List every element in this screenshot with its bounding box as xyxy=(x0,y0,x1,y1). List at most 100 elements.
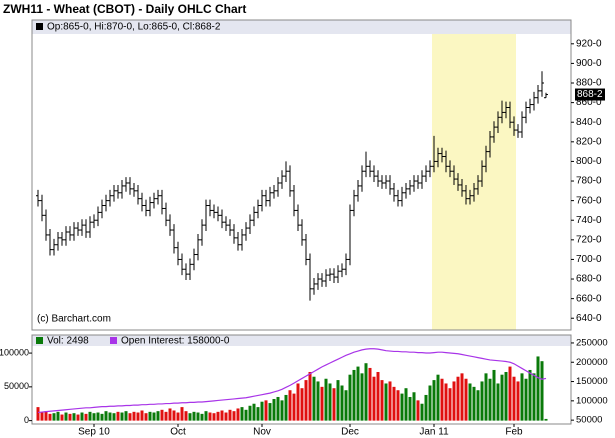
volume-bar xyxy=(156,411,160,421)
volume-bar xyxy=(508,366,512,421)
volume-bar xyxy=(268,403,272,421)
volume-bar xyxy=(260,401,264,421)
volume-bar xyxy=(308,371,312,421)
volume-bar xyxy=(180,407,184,421)
volume-bar xyxy=(124,411,128,421)
volume-bar xyxy=(368,367,372,421)
volume-bar xyxy=(172,410,176,421)
volume-bar xyxy=(532,373,536,421)
volume-bar xyxy=(40,412,44,421)
volume-bar xyxy=(484,373,488,421)
last-price-label: 868-2 xyxy=(577,89,603,100)
volume-bar xyxy=(352,369,356,421)
volume-bar xyxy=(116,411,120,421)
volume-bar xyxy=(168,408,172,421)
volume-bar xyxy=(288,390,292,421)
volume-bar xyxy=(248,405,252,421)
volume-bar xyxy=(540,361,544,421)
legend-marker xyxy=(36,23,43,30)
ohlc-legend: Op:865-0, Hi:870-0, Lo:865-0, Cl:868-2 xyxy=(47,22,221,33)
y-tick-label: 100000 xyxy=(0,347,29,357)
volume-bar xyxy=(408,396,412,421)
legend-marker xyxy=(36,337,43,344)
y-tick-label: 640-0 xyxy=(576,313,602,324)
volume-bar xyxy=(468,383,472,421)
volume-bar xyxy=(256,407,260,421)
volume-bar xyxy=(80,412,84,421)
volume-bar xyxy=(412,392,416,421)
volume-bar xyxy=(300,388,304,421)
y-tick-label: 840-0 xyxy=(576,117,602,128)
y-tick-label: 760-0 xyxy=(576,195,602,206)
volume-bar xyxy=(472,386,476,421)
volume-bar xyxy=(492,369,496,421)
volume-bar xyxy=(200,413,204,421)
open-interest-line xyxy=(37,348,547,414)
volume-bar xyxy=(244,409,248,421)
volume-bar xyxy=(524,378,528,421)
volume-panel xyxy=(31,334,572,425)
volume-bar xyxy=(164,411,168,421)
volume-bar xyxy=(344,390,348,421)
volume-bar xyxy=(420,403,424,421)
volume-bar xyxy=(216,411,220,421)
volume-bar xyxy=(220,410,224,421)
y-tick-label: 700-0 xyxy=(576,254,602,265)
volume-bar xyxy=(392,386,396,421)
volume-bar xyxy=(360,373,364,421)
volume-bar xyxy=(56,411,60,421)
volume-bar xyxy=(500,374,504,421)
y-tick-label: 920-0 xyxy=(576,38,602,49)
volume-bar xyxy=(48,413,52,421)
volume-bar xyxy=(376,371,380,421)
volume-bar xyxy=(184,411,188,421)
volume-bar xyxy=(196,412,200,421)
volume-bar xyxy=(284,394,288,421)
volume-bar xyxy=(128,413,132,421)
volume-bar xyxy=(364,363,368,421)
legend-strip xyxy=(32,20,571,34)
volume-bar xyxy=(44,411,48,421)
volume-bar xyxy=(272,399,276,421)
volume-bar xyxy=(504,371,508,421)
volume-bar xyxy=(204,411,208,421)
volume-bar xyxy=(448,388,452,421)
volume-bar xyxy=(108,412,112,421)
y-tick-label: 660-0 xyxy=(576,293,602,304)
volume-bar xyxy=(336,380,340,421)
y-tick-label: 860-0 xyxy=(576,97,602,108)
volume-bar xyxy=(88,411,92,421)
volume-bar xyxy=(328,383,332,421)
volume-bar xyxy=(192,411,196,421)
volume-bar xyxy=(68,413,72,421)
volume-bar xyxy=(92,413,96,421)
x-tick-label: Oct xyxy=(170,427,186,438)
y-tick-label: 720-0 xyxy=(576,234,602,245)
volume-bar xyxy=(528,369,532,421)
volume-bar xyxy=(72,413,76,421)
volume-bar xyxy=(104,411,108,421)
volume-bar xyxy=(544,418,548,421)
volume-bar xyxy=(384,383,388,421)
x-tick-label: Dec xyxy=(341,427,359,438)
volume-bar xyxy=(224,412,228,421)
volume-bar xyxy=(512,376,516,421)
volume-bar xyxy=(232,411,236,421)
volume-bar xyxy=(100,413,104,421)
volume-bar xyxy=(212,413,216,421)
volume-bar xyxy=(464,378,468,421)
legend-strip xyxy=(32,335,571,346)
volume-bar xyxy=(356,366,360,421)
volume-bar xyxy=(428,385,432,421)
volume-bar xyxy=(436,374,440,421)
x-tick-label: Feb xyxy=(505,427,523,438)
y-tick-label: 880-0 xyxy=(576,78,602,89)
volume-bar xyxy=(312,376,316,421)
volume-bar xyxy=(36,407,40,421)
volume-bar xyxy=(236,408,240,421)
volume-bar xyxy=(380,380,384,421)
volume-bar xyxy=(388,381,392,421)
volume-bar xyxy=(160,409,164,421)
highlight-band xyxy=(432,34,516,330)
